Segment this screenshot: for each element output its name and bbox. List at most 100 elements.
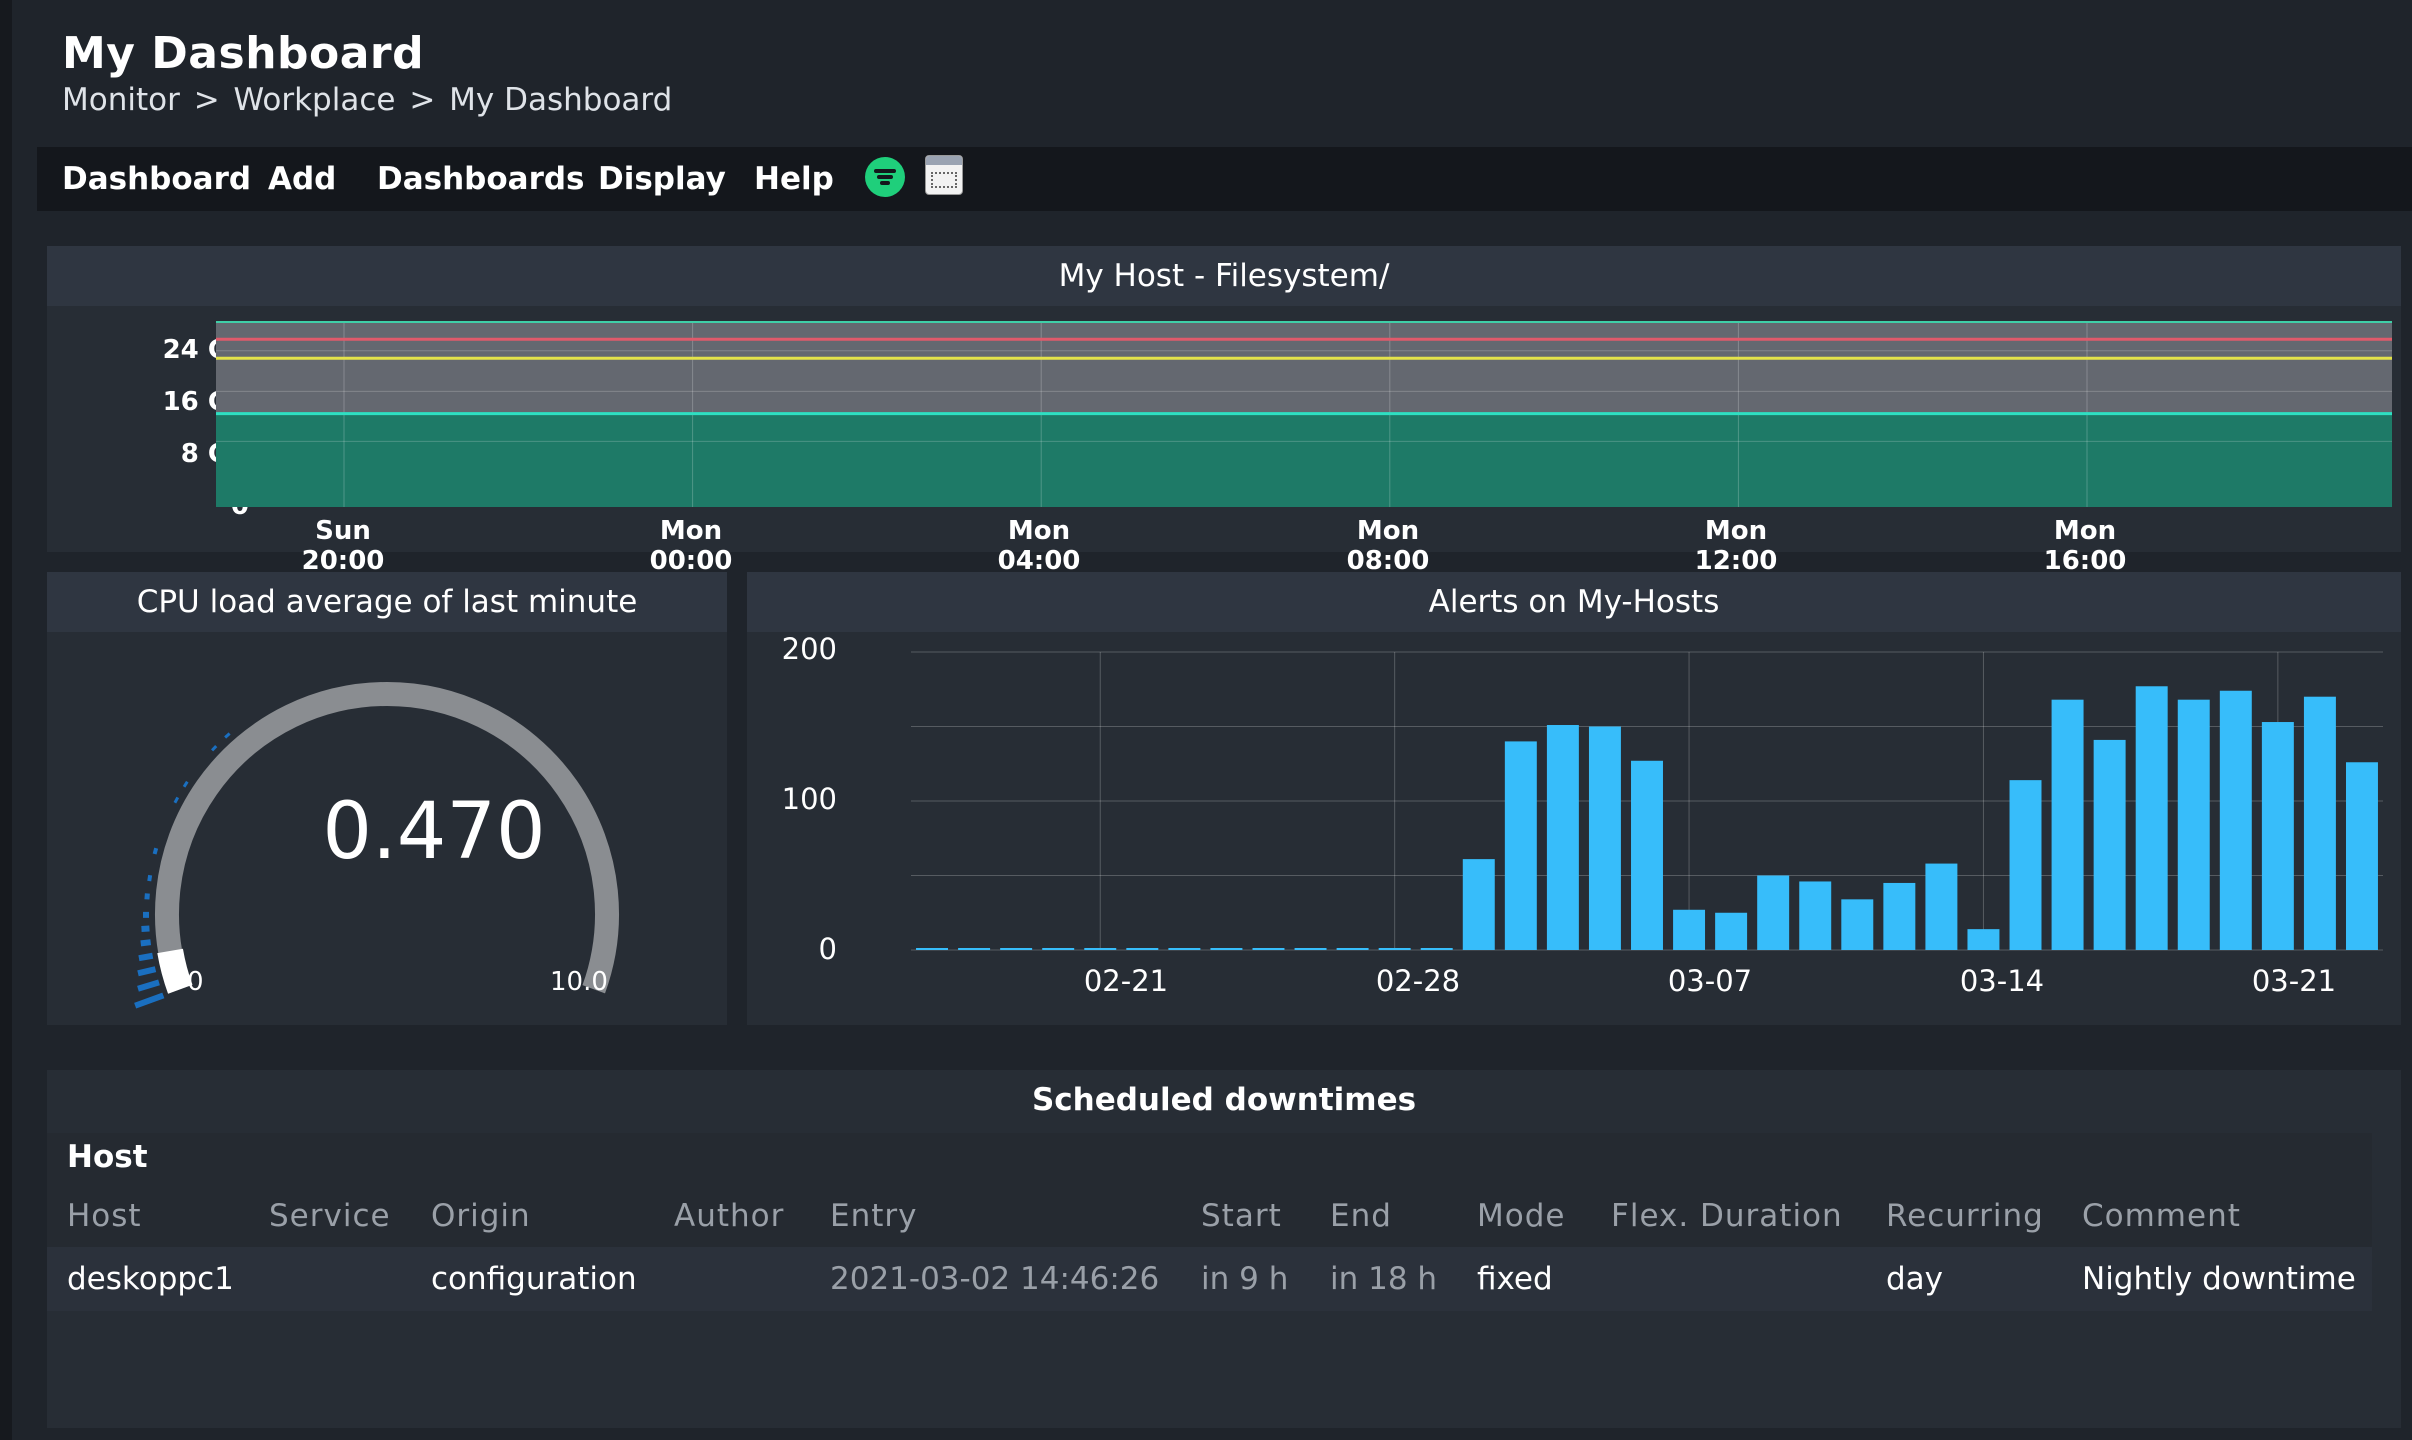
breadcrumb-separator: > [409,82,436,118]
column-header-recurring[interactable]: Recurring [1886,1198,2044,1234]
alert-bar [1673,909,1706,950]
column-header-mode[interactable]: Mode [1477,1198,1566,1234]
cpu-gauge [134,682,619,1009]
alert-bar [1588,726,1621,950]
alert-bar [1546,725,1579,950]
breadcrumb-workplace[interactable]: Workplace [233,82,396,118]
menu-display[interactable]: Display [598,161,726,197]
cell-comment: Nightly downtime [2082,1261,2356,1297]
x-tick: Mon 16:00 [2043,516,2127,576]
filesystem-dashlet: My Host - Filesystem/ 24 GB 16 GB 8 GB 0… [47,246,2401,576]
alert-bar [1252,948,1285,950]
breadcrumb-current: My Dashboard [449,82,673,118]
alert-bar [1841,899,1874,950]
history-mark [210,745,218,752]
table-header-row: Host Service Origin Author Entry Start E… [47,1185,2372,1247]
menu-dashboard[interactable]: Dashboard [62,161,252,197]
x-tick: Mon 00:00 [649,516,733,576]
cpu-value: 0.470 [322,787,546,877]
menu-help[interactable]: Help [754,161,834,197]
history-mark [173,796,180,804]
column-header-service[interactable]: Service [269,1198,391,1234]
alert-bar [1294,948,1327,950]
menu-add[interactable]: Add [268,161,337,197]
column-header-start[interactable]: Start [1201,1198,1282,1234]
downtimes-table: Host Service Origin Author Entry Start E… [47,1185,2372,1311]
alert-bar [1420,948,1453,950]
history-mark [134,992,165,1009]
alert-bar [1462,859,1495,950]
column-header-origin[interactable]: Origin [431,1198,531,1234]
column-header-comment[interactable]: Comment [2082,1198,2241,1234]
alert-bar [2135,686,2168,950]
alerts-title: Alerts on My-Hosts [747,572,2401,632]
x-tick: Mon 04:00 [997,516,1081,576]
history-mark [147,874,153,882]
column-header-entry[interactable]: Entry [830,1198,918,1234]
filesystem-title: My Host - Filesystem/ [47,246,2401,306]
x-tick: Mon 12:00 [1694,516,1778,576]
alert-bar [1336,948,1369,950]
alert-bar [2177,699,2210,950]
gauge-max: 10.0 [550,967,608,997]
breadcrumb-monitor[interactable]: Monitor [62,82,180,118]
alert-bar [1925,863,1958,950]
alert-bar [2219,690,2252,950]
alert-bar [1000,948,1033,950]
filesystem-graph [216,321,2392,507]
gauge-track [155,682,619,994]
cell-host[interactable]: deskoppc1 [67,1261,234,1297]
calendar-icon[interactable] [925,155,963,195]
history-mark [140,939,152,947]
alerts-dashlet: Alerts on My-Hosts 200 100 0 02-21 02-28… [747,572,2401,1025]
cell-mode: fixed [1477,1261,1553,1297]
alert-bar [916,948,949,950]
alerts-bars [916,686,2378,950]
table-row[interactable]: deskoppc1 configuration 2021-03-02 14:46… [47,1247,2372,1311]
cell-origin: configuration [431,1261,637,1297]
alert-bar [2093,739,2126,950]
history-mark [152,847,159,855]
alert-bar [1168,948,1201,950]
column-header-end[interactable]: End [1330,1198,1392,1234]
column-header-host[interactable]: Host [67,1198,142,1234]
alert-bar [2303,696,2336,950]
x-tick: Mon 08:00 [1346,516,1430,576]
graph-grid [216,321,2392,507]
alert-bar [2051,699,2084,950]
alert-bar [1504,741,1537,950]
history-mark [138,952,154,962]
cpu-dashlet: CPU load average of last minute 0.470 0 … [47,572,727,1025]
x-tick: 03-21 [2251,964,2337,998]
x-tick: 03-07 [1667,964,1753,998]
history-mark [182,780,189,788]
alert-bar [1799,881,1832,950]
alert-bar [1631,760,1663,950]
breadcrumb-separator: > [193,82,220,118]
x-tick: Sun 20:00 [301,516,385,576]
alert-bar [2261,722,2294,950]
column-header-flex-duration[interactable]: Flex. Duration [1611,1198,1843,1234]
alert-bar [1042,948,1075,950]
alerts-graph [911,651,2383,951]
column-header-author[interactable]: Author [674,1198,785,1234]
alert-bar [1126,948,1159,950]
cell-start: in 9 h [1201,1261,1289,1297]
menu-dashboards[interactable]: Dashboards [377,161,585,197]
alert-bar [1967,929,2000,950]
x-tick: 03-14 [1959,964,2045,998]
alert-bar [958,948,991,950]
filter-icon[interactable] [865,157,905,197]
alert-bar [1757,875,1790,950]
alert-bar [2009,780,2042,950]
alert-bar [2345,762,2378,950]
cell-recurring: day [1886,1261,1944,1297]
alert-bar [1210,948,1243,950]
x-tick: 02-21 [1083,964,1169,998]
group-header: Host [47,1133,2372,1185]
history-mark [137,979,160,992]
y-tick: 0 [818,932,837,966]
history-mark [224,732,231,739]
used-area [216,413,2392,507]
gauge-value [157,948,193,994]
